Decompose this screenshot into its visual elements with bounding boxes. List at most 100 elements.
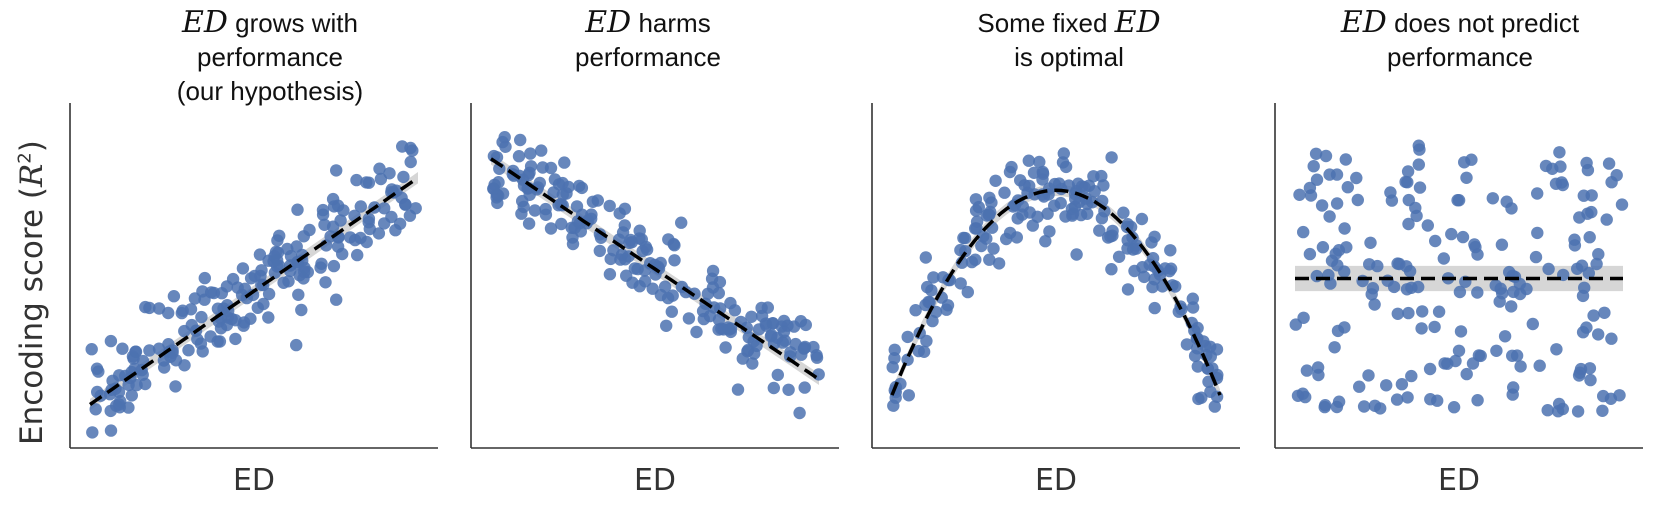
data-point xyxy=(1297,225,1310,239)
data-point xyxy=(524,147,537,160)
data-point xyxy=(255,278,268,291)
title-part: ED xyxy=(1114,5,1161,40)
panel-title-2: ED harms performance xyxy=(448,6,848,74)
data-point xyxy=(1490,344,1503,357)
data-point xyxy=(1413,143,1426,156)
data-point xyxy=(1583,362,1597,375)
data-point xyxy=(360,235,373,249)
data-point xyxy=(1468,238,1481,251)
data-point xyxy=(344,231,357,244)
data-point xyxy=(1195,391,1208,404)
data-point xyxy=(1592,328,1605,341)
data-point xyxy=(1121,283,1135,296)
data-point xyxy=(112,398,126,411)
data-point xyxy=(1145,236,1158,249)
data-point xyxy=(631,262,644,276)
data-point xyxy=(1303,247,1317,261)
data-point xyxy=(295,303,308,317)
data-point xyxy=(1550,343,1563,356)
data-point xyxy=(714,302,727,315)
data-point xyxy=(1070,248,1083,261)
data-point xyxy=(1471,394,1484,407)
data-point xyxy=(389,224,402,237)
data-point xyxy=(326,192,340,206)
data-point xyxy=(1057,147,1071,160)
data-point xyxy=(1590,257,1603,271)
data-point xyxy=(888,343,901,356)
data-point xyxy=(1053,177,1066,190)
data-point xyxy=(1351,193,1365,207)
data-point xyxy=(1584,373,1597,387)
data-point xyxy=(755,309,769,323)
data-point xyxy=(706,264,720,278)
data-point xyxy=(1454,325,1468,338)
data-point xyxy=(1186,292,1200,305)
data-point xyxy=(1471,248,1484,261)
data-point xyxy=(253,248,267,261)
data-point xyxy=(1598,306,1611,319)
data-point xyxy=(1445,227,1458,241)
data-point xyxy=(1597,389,1610,403)
data-point xyxy=(337,204,350,217)
data-point xyxy=(1429,234,1442,248)
data-point xyxy=(690,325,703,339)
data-point xyxy=(1311,361,1325,374)
data-point xyxy=(665,305,678,318)
data-point xyxy=(315,257,328,270)
data-point xyxy=(765,328,778,342)
data-point xyxy=(262,287,276,301)
data-point xyxy=(1421,219,1435,232)
data-point xyxy=(1596,404,1609,417)
data-point xyxy=(1387,280,1401,294)
data-point xyxy=(1423,362,1437,376)
data-point xyxy=(1410,209,1423,223)
data-point xyxy=(604,252,617,266)
data-point xyxy=(229,332,242,346)
data-point xyxy=(1402,306,1415,320)
data-point xyxy=(1005,160,1018,174)
data-point xyxy=(1554,160,1567,173)
data-point xyxy=(539,208,553,221)
data-point xyxy=(1340,241,1353,254)
data-point xyxy=(901,330,914,344)
data-point xyxy=(752,323,766,336)
title-part: performance xyxy=(197,42,343,72)
data-point xyxy=(1353,380,1366,393)
title-part: performance xyxy=(575,42,721,72)
fit-line xyxy=(890,188,1222,396)
data-point xyxy=(116,342,129,355)
data-point xyxy=(1605,332,1618,345)
data-point xyxy=(1539,159,1553,173)
data-point xyxy=(1592,248,1605,261)
data-point xyxy=(362,212,376,225)
data-point xyxy=(1415,322,1428,335)
data-point xyxy=(633,224,646,237)
data-point xyxy=(1033,155,1046,169)
data-point xyxy=(362,176,376,189)
data-point xyxy=(1471,286,1484,299)
data-point xyxy=(1615,198,1629,211)
data-point xyxy=(1350,171,1363,185)
data-point xyxy=(1304,189,1318,202)
data-point xyxy=(1460,171,1473,184)
data-point xyxy=(91,385,104,399)
title-part: harms xyxy=(631,8,711,38)
data-point xyxy=(989,174,1002,187)
data-point xyxy=(1486,192,1500,205)
data-point xyxy=(1191,321,1204,335)
data-point xyxy=(262,311,275,324)
data-point xyxy=(330,164,343,177)
data-point xyxy=(1204,340,1217,353)
data-point xyxy=(350,173,363,187)
data-point xyxy=(603,199,616,213)
data-point xyxy=(640,243,654,256)
data-point xyxy=(555,217,568,231)
data-point xyxy=(719,341,732,354)
data-point xyxy=(292,288,305,301)
data-point xyxy=(1428,320,1441,334)
data-point xyxy=(575,181,589,195)
data-point xyxy=(528,204,542,217)
data-point xyxy=(927,271,940,284)
data-point xyxy=(1330,197,1344,210)
data-point xyxy=(1329,247,1342,260)
